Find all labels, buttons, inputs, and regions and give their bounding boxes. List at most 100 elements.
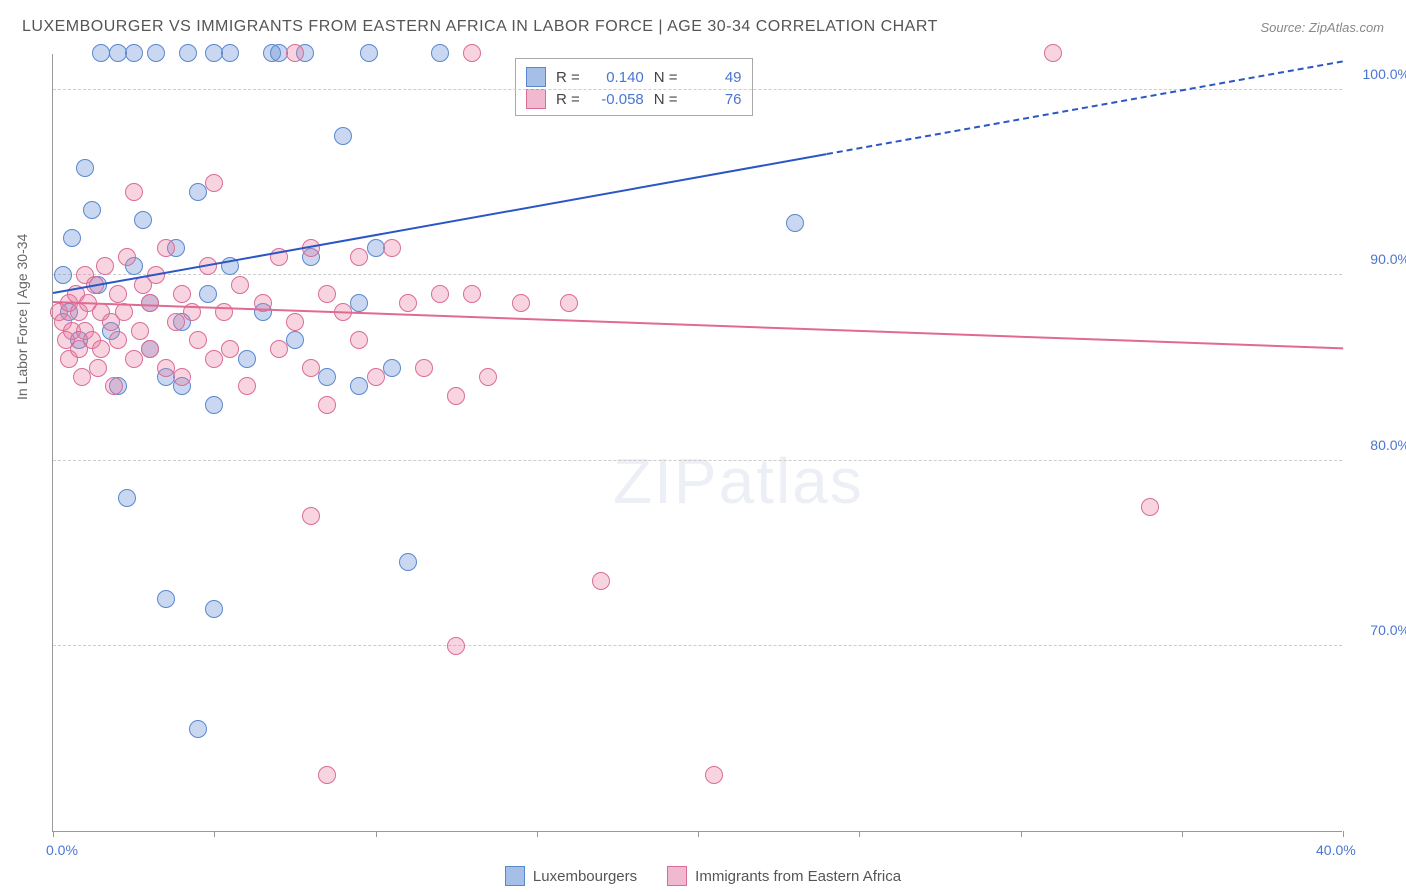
gridline xyxy=(53,460,1342,461)
ytick-label: 70.0% xyxy=(1370,622,1406,638)
scatter-point xyxy=(76,159,94,177)
scatter-point xyxy=(705,766,723,784)
scatter-point xyxy=(415,359,433,377)
scatter-point xyxy=(157,590,175,608)
corr-N-label-1: N = xyxy=(654,91,678,108)
legend-item-0: Luxembourgers xyxy=(505,866,637,886)
scatter-point xyxy=(54,266,72,284)
scatter-point xyxy=(189,331,207,349)
scatter-point xyxy=(157,359,175,377)
scatter-point xyxy=(302,507,320,525)
scatter-point xyxy=(318,396,336,414)
scatter-point xyxy=(73,368,91,386)
scatter-point xyxy=(560,294,578,312)
watermark: ZIPatlas xyxy=(613,444,864,518)
scatter-point xyxy=(431,44,449,62)
legend-label-1: Immigrants from Eastern Africa xyxy=(695,868,901,885)
corr-R-label: R = xyxy=(556,69,580,86)
scatter-point xyxy=(231,276,249,294)
scatter-point xyxy=(1141,498,1159,516)
scatter-point xyxy=(125,44,143,62)
xtick xyxy=(859,831,860,837)
scatter-point xyxy=(318,368,336,386)
scatter-point xyxy=(286,313,304,331)
xtick xyxy=(1182,831,1183,837)
scatter-point xyxy=(399,553,417,571)
scatter-point xyxy=(173,368,191,386)
watermark-bold: ZIP xyxy=(613,445,719,517)
scatter-point xyxy=(205,396,223,414)
corr-N-label: N = xyxy=(654,69,678,86)
scatter-point xyxy=(786,214,804,232)
scatter-point xyxy=(199,285,217,303)
scatter-point xyxy=(350,248,368,266)
corr-row-1: R = -0.058 N = 76 xyxy=(526,89,742,109)
xtick xyxy=(537,831,538,837)
corr-row-0: R = 0.140 N = 49 xyxy=(526,67,742,87)
scatter-point xyxy=(189,183,207,201)
scatter-point xyxy=(125,183,143,201)
scatter-point xyxy=(205,350,223,368)
scatter-point xyxy=(105,377,123,395)
scatter-point xyxy=(360,44,378,62)
scatter-point xyxy=(141,294,159,312)
scatter-point xyxy=(96,257,114,275)
bottom-legend: Luxembourgers Immigrants from Eastern Af… xyxy=(0,866,1406,886)
scatter-point xyxy=(350,377,368,395)
source-label: Source: ZipAtlas.com xyxy=(1260,20,1384,35)
chart-title: LUXEMBOURGER VS IMMIGRANTS FROM EASTERN … xyxy=(22,18,938,36)
scatter-point xyxy=(286,44,304,62)
xtick xyxy=(53,831,54,837)
scatter-point xyxy=(189,720,207,738)
scatter-point xyxy=(383,359,401,377)
chart-plot-area: ZIPatlas R = 0.140 N = 49 R = -0.058 N =… xyxy=(52,54,1342,832)
ytick-label: 100.0% xyxy=(1363,66,1406,82)
scatter-point xyxy=(92,340,110,358)
gridline xyxy=(53,645,1342,646)
watermark-light: atlas xyxy=(719,445,864,517)
scatter-point xyxy=(350,331,368,349)
scatter-point xyxy=(118,248,136,266)
scatter-point xyxy=(221,340,239,358)
corr-swatch-0 xyxy=(526,67,546,87)
corr-R-label-1: R = xyxy=(556,91,580,108)
scatter-point xyxy=(131,322,149,340)
trend-line xyxy=(827,60,1343,155)
scatter-point xyxy=(205,600,223,618)
correlation-legend: R = 0.140 N = 49 R = -0.058 N = 76 xyxy=(515,58,753,116)
scatter-point xyxy=(238,350,256,368)
scatter-point xyxy=(318,766,336,784)
corr-N-1: 76 xyxy=(688,91,742,108)
scatter-point xyxy=(109,285,127,303)
scatter-point xyxy=(318,285,336,303)
scatter-point xyxy=(221,44,239,62)
scatter-point xyxy=(118,489,136,507)
corr-R-1: -0.058 xyxy=(590,91,644,108)
scatter-point xyxy=(179,44,197,62)
scatter-point xyxy=(115,303,133,321)
legend-swatch-0 xyxy=(505,866,525,886)
scatter-point xyxy=(63,229,81,247)
scatter-point xyxy=(157,239,175,257)
scatter-point xyxy=(350,294,368,312)
scatter-point xyxy=(463,285,481,303)
scatter-point xyxy=(205,174,223,192)
scatter-point xyxy=(270,340,288,358)
scatter-point xyxy=(1044,44,1062,62)
scatter-point xyxy=(512,294,530,312)
legend-swatch-1 xyxy=(667,866,687,886)
trend-line xyxy=(53,153,827,294)
ytick-label: 80.0% xyxy=(1370,437,1406,453)
xtick xyxy=(1343,831,1344,837)
scatter-point xyxy=(83,201,101,219)
scatter-point xyxy=(125,350,143,368)
y-axis-label: In Labor Force | Age 30-34 xyxy=(14,234,30,400)
xtick xyxy=(214,831,215,837)
scatter-point xyxy=(367,368,385,386)
scatter-point xyxy=(173,285,191,303)
ytick-label: 90.0% xyxy=(1370,251,1406,267)
corr-swatch-1 xyxy=(526,89,546,109)
scatter-point xyxy=(447,387,465,405)
scatter-point xyxy=(383,239,401,257)
xtick-label: 40.0% xyxy=(1316,842,1356,858)
